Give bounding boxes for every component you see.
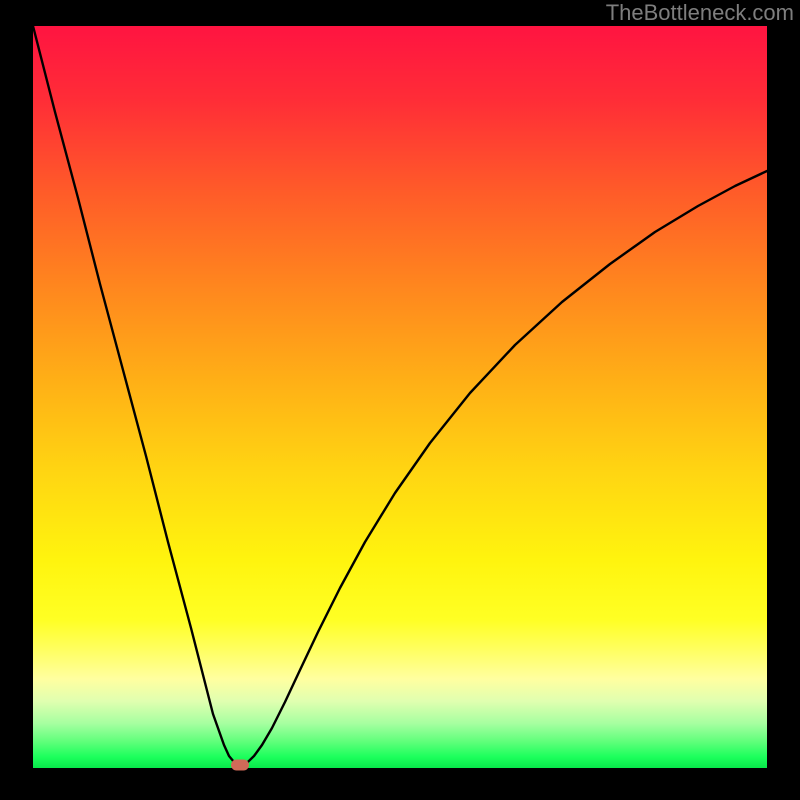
watermark-label: TheBottleneck.com — [606, 0, 794, 26]
minimum-marker — [231, 760, 249, 771]
bottleneck-plot — [0, 0, 800, 800]
plot-area — [33, 26, 767, 768]
